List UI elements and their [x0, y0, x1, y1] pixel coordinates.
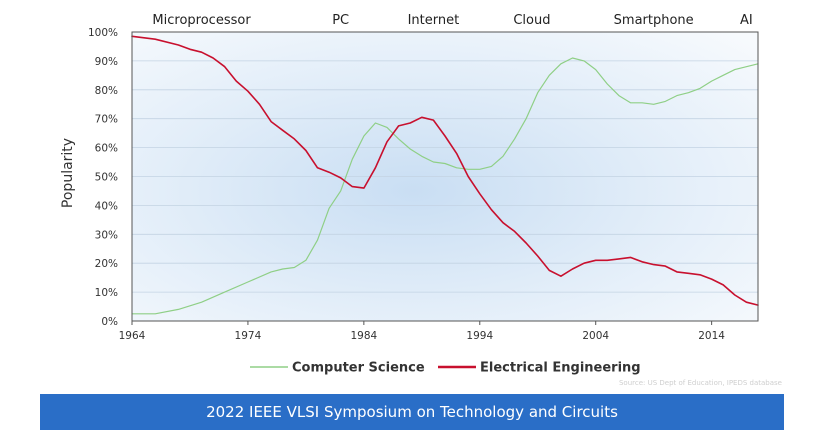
- legend-label: Computer Science: [292, 361, 425, 376]
- legend-label: Electrical Engineering: [480, 361, 641, 376]
- y-axis-title: Popularity: [60, 138, 76, 208]
- y-tick-label: 40%: [95, 200, 118, 212]
- y-tick-labels: 0% 10% 20% 30% 40% 50% 60% 70% 80% 90% 100%: [88, 27, 118, 328]
- y-tick-label: 60%: [95, 143, 118, 155]
- era-label: Smartphone: [614, 13, 694, 28]
- era-annotations: Microprocessor PC Internet Cloud Smartphone A…: [152, 13, 752, 28]
- era-label: Internet: [408, 13, 460, 28]
- y-tick-label: 80%: [95, 85, 118, 97]
- era-label: Cloud: [513, 13, 550, 28]
- series-line-electrical-engineering: [131, 35, 759, 306]
- x-tick-label: 1984: [350, 330, 377, 342]
- gridlines: [132, 60, 758, 293]
- y-tick-label: 70%: [95, 114, 118, 126]
- era-label: Microprocessor: [152, 13, 251, 28]
- banner-title: 2022 IEEE VLSI Symposium on Technology a…: [206, 403, 618, 421]
- x-tick-label: 2014: [698, 330, 725, 342]
- legend: Computer Science Electrical Engineering: [250, 361, 641, 376]
- series-line-computer-science: [131, 57, 759, 315]
- y-tick-label: 50%: [95, 172, 118, 184]
- y-tick-label: 30%: [95, 229, 118, 241]
- x-tick-label: 1994: [466, 330, 493, 342]
- plot-border: [131, 31, 759, 322]
- series-lines: [131, 35, 759, 315]
- era-label: AI: [740, 13, 753, 28]
- x-tick-label: 1974: [235, 330, 262, 342]
- era-label: PC: [332, 13, 349, 28]
- source-note: Source: US Dept of Education, IPEDS data…: [619, 379, 782, 387]
- conference-banner: 2022 IEEE VLSI Symposium on Technology a…: [40, 394, 784, 430]
- y-tick-label: 0%: [101, 316, 118, 328]
- y-tick-label: 100%: [88, 27, 118, 39]
- x-tick-labels: 1964 1974 1984 1994 2004 2014: [119, 321, 725, 342]
- y-tick-label: 20%: [95, 258, 118, 270]
- x-tick-label: 2004: [582, 330, 609, 342]
- y-tick-label: 90%: [95, 56, 118, 68]
- x-tick-label: 1964: [119, 330, 146, 342]
- y-tick-label: 10%: [95, 287, 118, 299]
